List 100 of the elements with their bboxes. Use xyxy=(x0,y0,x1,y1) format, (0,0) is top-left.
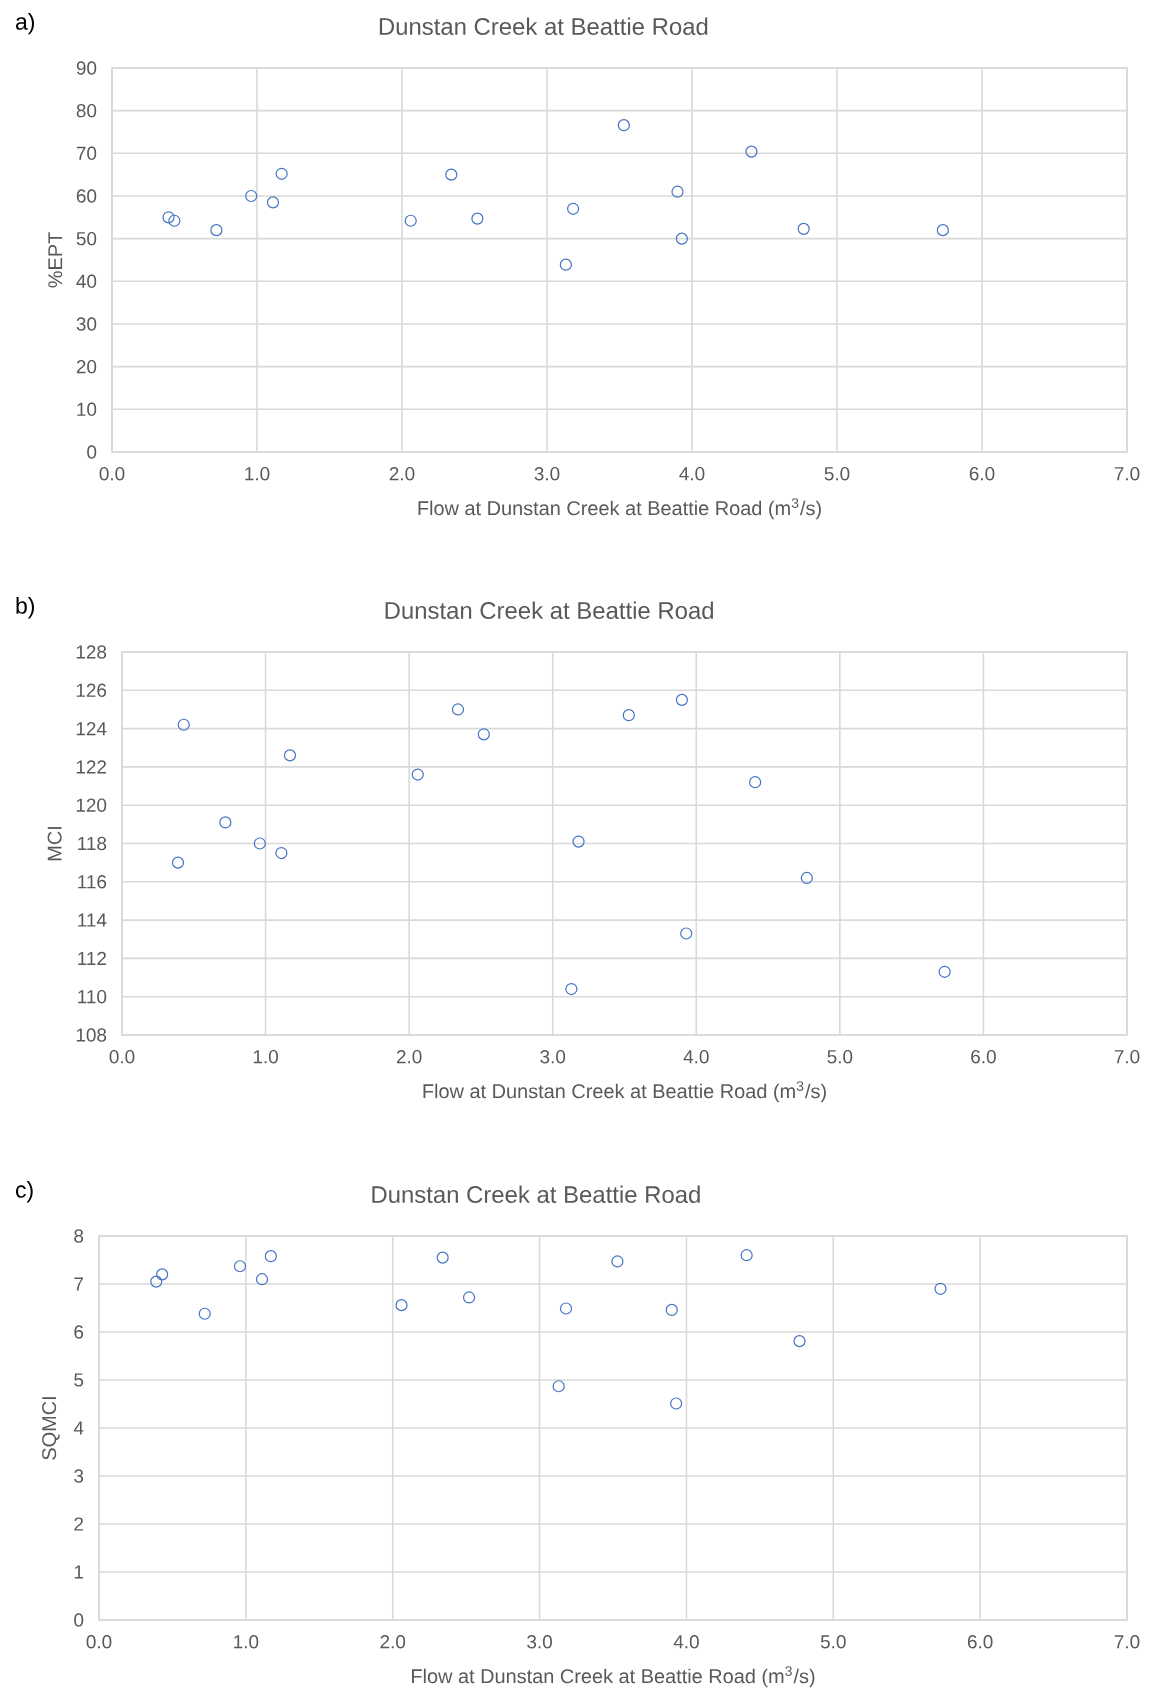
point xyxy=(740,1249,753,1262)
y-tick-label: 110 xyxy=(78,989,107,1004)
y-tick-label: 30 xyxy=(76,317,97,331)
y-tick-label: 60 xyxy=(76,189,97,203)
x-tick-label: 3.0 xyxy=(534,467,560,481)
chart-title: Dunstan Creek at Beattie Road xyxy=(379,17,708,35)
point xyxy=(210,224,223,237)
x-axis-title: Flow at Dunstan Creek at Beattie Road (m$^{3}$/s) xyxy=(423,1081,826,1103)
x-tick-label: 7.0 xyxy=(1114,467,1140,481)
point xyxy=(559,258,572,271)
chart-title: Dunstan Creek at Beattie Road xyxy=(385,601,713,619)
y-tick-label: 80 xyxy=(76,103,97,118)
x-tick-label: 1.0 xyxy=(253,1050,278,1064)
point xyxy=(797,222,810,235)
point xyxy=(445,168,458,181)
y-tick-label: 120 xyxy=(76,798,107,812)
text: c) xyxy=(16,1181,33,1203)
x-tick-label: 0.0 xyxy=(86,1635,112,1649)
y-tick-label: 116 xyxy=(78,875,107,889)
text: b) xyxy=(16,597,34,619)
y-tick-label: 118 xyxy=(78,836,107,851)
point xyxy=(395,1299,408,1312)
y-tick-label: 3 xyxy=(74,1469,84,1483)
point xyxy=(436,1251,449,1264)
y-tick-label: 10 xyxy=(77,402,97,417)
chart-title: Dunstan Creek at Beattie Road xyxy=(372,1185,700,1203)
point xyxy=(572,835,585,848)
y-tick-label: 122 xyxy=(76,760,107,774)
point xyxy=(675,232,688,245)
point xyxy=(934,1282,947,1295)
y-tick-label: 112 xyxy=(78,951,107,965)
point xyxy=(559,1302,573,1315)
x-tick-label: 0.0 xyxy=(109,1050,135,1064)
point xyxy=(477,728,490,741)
x-tick-label: 3.0 xyxy=(540,1050,566,1064)
point xyxy=(171,856,185,869)
point xyxy=(675,693,689,706)
point xyxy=(745,145,758,158)
point xyxy=(552,1380,565,1393)
y-tick-label: 114 xyxy=(78,913,107,927)
point xyxy=(800,871,813,885)
y-tick-label: 128 xyxy=(76,645,107,659)
x-tick-label: 4.0 xyxy=(673,1635,699,1649)
point xyxy=(245,189,258,203)
point xyxy=(283,749,297,762)
y-tick-label: 20 xyxy=(76,359,97,374)
point xyxy=(264,1250,277,1263)
point xyxy=(622,709,635,722)
y-axis-title: SQMCI xyxy=(42,1397,60,1460)
y-tick-label: 8 xyxy=(74,1229,84,1243)
point xyxy=(611,1255,624,1268)
x-tick-label: 1.0 xyxy=(234,1635,259,1649)
point xyxy=(255,1273,269,1286)
point xyxy=(275,846,288,860)
y-axis-title: MCI xyxy=(47,827,62,861)
point xyxy=(266,196,280,209)
point xyxy=(565,982,578,996)
point xyxy=(411,768,424,781)
x-tick-label: 2.0 xyxy=(389,467,415,481)
x-axis-title: Flow at Dunstan Creek at Beattie Road (m$^{3}$/s) xyxy=(412,1666,815,1688)
point xyxy=(462,1291,476,1304)
x-axis-title: Flow at Dunstan Creek at Beattie Road (m$^{3}$/s) xyxy=(418,498,821,520)
y-tick-label: 126 xyxy=(76,683,107,697)
point xyxy=(404,214,417,227)
x-tick-label: 2.0 xyxy=(396,1050,422,1064)
y-tick-label: 0 xyxy=(74,1613,84,1627)
y-tick-label: 124 xyxy=(76,721,107,736)
y-tick-label: 40 xyxy=(76,274,97,289)
point xyxy=(168,214,181,227)
point xyxy=(177,718,190,731)
x-tick-label: 1.0 xyxy=(245,467,270,481)
point xyxy=(617,119,630,132)
x-tick-label: 4.0 xyxy=(679,467,705,481)
point xyxy=(198,1307,211,1320)
point xyxy=(162,211,175,224)
point xyxy=(275,167,288,180)
x-tick-label: 3.0 xyxy=(527,1635,552,1649)
x-tick-label: 7.0 xyxy=(1114,1635,1140,1649)
x-tick-label: 6.0 xyxy=(967,1635,993,1649)
x-tick-label: 0.0 xyxy=(99,467,125,481)
y-tick-label: 2 xyxy=(74,1517,84,1531)
y-tick-label: 0 xyxy=(87,445,97,459)
point xyxy=(938,965,951,978)
y-tick-label: 90 xyxy=(76,61,97,75)
point xyxy=(156,1268,169,1281)
point xyxy=(219,816,232,829)
x-tick-label: 6.0 xyxy=(971,1050,996,1064)
point xyxy=(670,1397,683,1410)
point xyxy=(253,837,266,850)
y-tick-label: 70 xyxy=(76,146,97,161)
x-tick-label: 2.0 xyxy=(380,1635,406,1649)
point xyxy=(671,185,684,198)
point xyxy=(793,1335,806,1348)
y-tick-label: 5 xyxy=(74,1373,84,1387)
y-tick-label: 4 xyxy=(73,1421,84,1435)
y-axis-title: %EPT xyxy=(48,232,63,288)
x-tick-label: 5.0 xyxy=(827,1050,853,1064)
point xyxy=(665,1303,678,1317)
point xyxy=(451,703,465,716)
point xyxy=(150,1275,163,1288)
